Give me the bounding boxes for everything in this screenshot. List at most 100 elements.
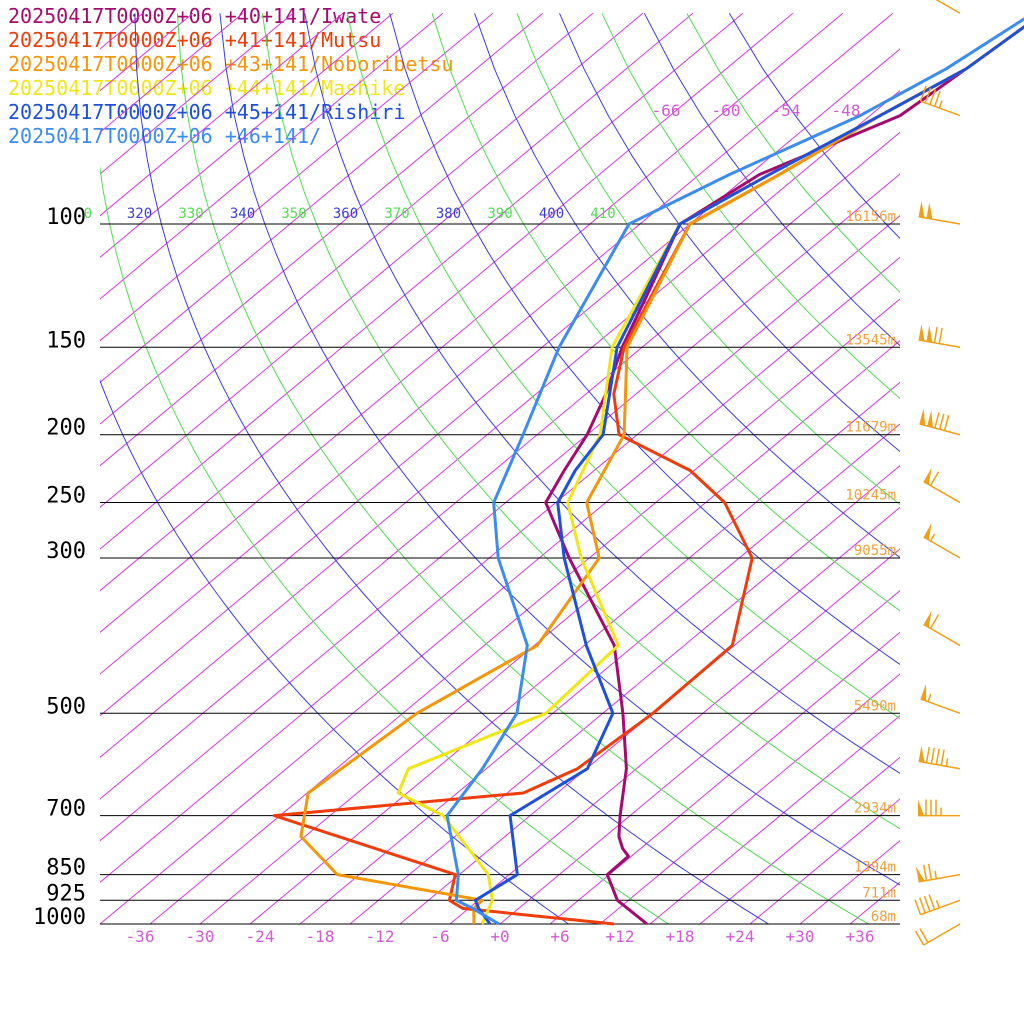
upper-temperature-label: -54 — [772, 101, 801, 120]
isotherm-line — [599, 673, 900, 924]
isotherm-line — [299, 423, 900, 924]
height-label: 13545m — [845, 332, 896, 348]
isotherm-line — [100, 173, 900, 842]
dry-adiabat-line — [431, 13, 900, 612]
height-label: 1394m — [854, 860, 896, 876]
temperature-tick-label: -18 — [306, 927, 335, 946]
height-label: 11679m — [845, 420, 896, 436]
isotherm-line — [100, 12, 394, 258]
isotherm-line — [100, 12, 594, 425]
pressure-tick-label: 850 — [46, 856, 86, 881]
sounding-line — [272, 25, 1024, 926]
theta-label: 390 — [487, 206, 512, 222]
isotherm-line — [849, 881, 900, 924]
dry-adiabat-line — [516, 13, 900, 506]
isotherm-line — [549, 631, 900, 924]
upper-temperature-label: -66 — [652, 101, 681, 120]
theta-label: 360 — [333, 206, 358, 222]
theta-label: 320 — [127, 206, 152, 222]
isotherm-line — [100, 12, 694, 508]
temperature-tick-label: +18 — [666, 927, 695, 946]
isotherm-line — [799, 840, 900, 924]
sounding-line — [299, 25, 1024, 925]
wind-barb — [918, 799, 960, 817]
isotherm-line — [100, 12, 644, 467]
dry-adiabat-line — [261, 13, 900, 830]
isotherm-line — [100, 12, 144, 50]
isotherm-line — [0, 13, 93, 924]
theta-label: 0 — [84, 206, 92, 222]
temperature-tick-label: +36 — [846, 927, 875, 946]
temperature-tick-label: -12 — [366, 927, 395, 946]
isotherm-line — [1000, 13, 1024, 924]
height-label: 68m — [871, 909, 896, 925]
pressure-tick-label: 700 — [46, 797, 86, 822]
isotherm-line — [399, 506, 900, 924]
isotherm-line — [100, 256, 900, 924]
isotherm-line — [699, 756, 900, 924]
wind-barb — [918, 745, 961, 770]
sounding-line — [544, 25, 1024, 926]
theta-label: 400 — [539, 206, 564, 222]
wind-barb — [923, 467, 961, 504]
sounding-line — [396, 25, 1024, 925]
wind-barb — [935, 0, 961, 14]
wind-barb — [919, 85, 961, 117]
isotherm-line — [100, 12, 794, 592]
wind-barb — [915, 863, 961, 883]
isotherm-line — [100, 48, 900, 717]
dry-adiabat-line — [219, 13, 900, 886]
dry-adiabat-line — [304, 13, 900, 774]
theta-label: 350 — [281, 206, 306, 222]
height-label: 16156m — [845, 209, 896, 225]
dry-adiabat-line — [389, 13, 900, 666]
pressure-tick-label: 500 — [46, 694, 86, 719]
height-label: 10245m — [845, 488, 896, 504]
isotherm-line — [100, 12, 844, 633]
pressure-tick-label: 150 — [46, 328, 86, 353]
wind-barb — [923, 610, 961, 647]
wind-barb — [923, 523, 961, 559]
isotherm-line — [249, 381, 900, 924]
isotherm-line — [449, 548, 900, 924]
isotherm-line — [100, 12, 744, 550]
isotherm-line — [100, 12, 244, 133]
height-label: 5490m — [854, 698, 896, 714]
sounding-line — [473, 25, 1024, 925]
dry-adiabat-line — [346, 13, 900, 720]
isotherm-line — [100, 215, 900, 883]
dry-adiabat-line — [559, 13, 900, 453]
isotherm-line — [100, 12, 294, 175]
theta-label: 330 — [178, 206, 203, 222]
pressure-tick-label: 200 — [46, 416, 86, 441]
isotherm-line — [349, 465, 900, 924]
isotherm-line — [100, 131, 900, 800]
temperature-tick-label: +12 — [606, 927, 635, 946]
theta-label: 370 — [384, 206, 409, 222]
legend-entry: 20250417T0000Z+06 +44+141/Mashike — [8, 76, 406, 100]
temperature-tick-label: +6 — [550, 927, 569, 946]
legend-entry: 20250417T0000Z+06 +43+141/Noboribetsu — [8, 52, 454, 76]
height-label: 9055m — [854, 543, 896, 559]
pressure-tick-label: 300 — [46, 539, 86, 564]
theta-label: 380 — [436, 206, 461, 222]
isotherm-line — [499, 590, 900, 924]
temperature-tick-label: +24 — [726, 927, 755, 946]
pressure-tick-label: 100 — [46, 205, 86, 230]
isotherm-line — [649, 715, 900, 924]
wind-barb — [918, 200, 961, 225]
isotherm-line — [149, 298, 900, 924]
wind-barb — [914, 923, 961, 946]
pressure-tick-label: 1000 — [33, 905, 86, 930]
dry-adiabat-line — [134, 13, 770, 924]
height-label: 2934m — [854, 801, 896, 817]
dry-adiabat-line — [100, 379, 570, 924]
legend-entry: 20250417T0000Z+06 +40+141/Iwate — [8, 4, 382, 28]
legend-entry: 20250417T0000Z+06 +46+141/ — [8, 124, 322, 148]
dry-adiabat-line — [474, 13, 900, 559]
isotherm-line — [100, 90, 900, 758]
theta-label: 340 — [230, 206, 255, 222]
isotherm-line — [100, 12, 494, 342]
isotherm-line — [899, 923, 900, 924]
